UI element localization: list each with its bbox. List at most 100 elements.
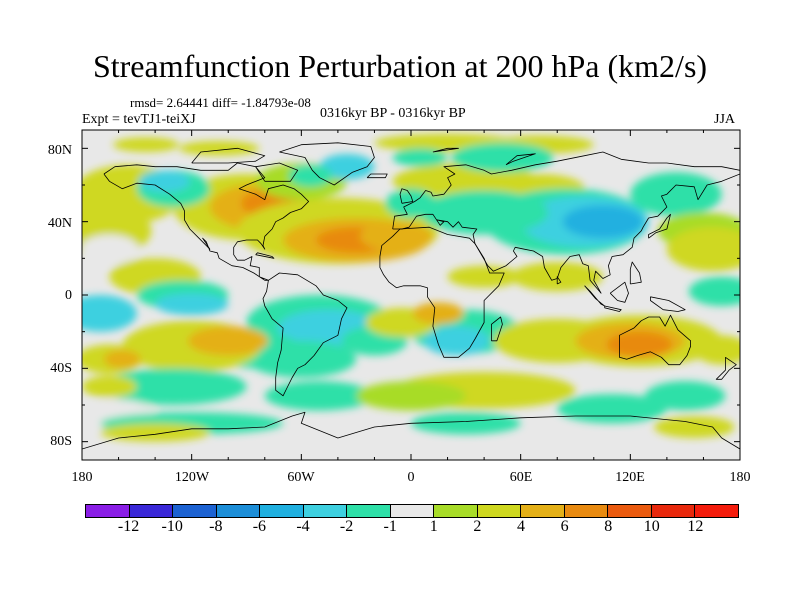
- coastline: [279, 142, 375, 186]
- field-patch: [644, 381, 726, 411]
- coastline: [629, 261, 642, 285]
- coastline: [505, 153, 536, 166]
- field-patch: [113, 137, 179, 153]
- lon-label-120e: 120E: [615, 470, 645, 485]
- colorbar-swatch: [695, 505, 739, 517]
- field-patch: [319, 153, 375, 180]
- colorbar-swatch: [477, 505, 522, 517]
- figure-title: Streamfunction Perturbation at 200 hPa (…: [92, 48, 708, 84]
- colorbar-swatch: [390, 505, 435, 517]
- field-patch: [178, 141, 260, 156]
- colorbar-swatch: [564, 505, 609, 517]
- field-patch: [411, 412, 521, 435]
- colorbar-label: 4: [517, 518, 525, 535]
- coastline: [392, 151, 740, 294]
- coastline: [191, 147, 266, 164]
- colorbar: [85, 504, 739, 518]
- experiment-label: Expt = tevTJ1-teiXJ: [82, 112, 196, 127]
- field-patch: [412, 302, 465, 325]
- lat-label-0: 0: [65, 288, 72, 303]
- field-patch: [420, 190, 549, 235]
- field-patch: [694, 335, 740, 365]
- lon-label-180w: 180: [71, 470, 93, 485]
- field-patch: [82, 175, 146, 213]
- field-patch: [100, 368, 247, 405]
- coastline: [366, 173, 388, 179]
- colorbar-label: -12: [117, 518, 140, 535]
- colorbar-swatch: [216, 505, 261, 517]
- lon-label-60w: 60W: [287, 470, 315, 485]
- field-patch: [288, 164, 333, 187]
- colorbar-swatch: [651, 505, 696, 517]
- colorbar-label: -6: [252, 518, 267, 535]
- field-patch: [103, 350, 141, 369]
- colorbar-label: -10: [161, 518, 183, 535]
- lon-label-180e: 180: [729, 470, 751, 485]
- colorbar-label: 10: [643, 518, 660, 535]
- coastline: [648, 213, 671, 239]
- field-patch: [447, 265, 521, 288]
- colorbar-label: 1: [429, 518, 438, 535]
- colorbar-swatch: [303, 505, 348, 517]
- colorbar-label: 6: [560, 518, 569, 535]
- coastline: [432, 147, 459, 153]
- lon-label-60e: 60E: [509, 470, 533, 485]
- coastline: [604, 305, 622, 312]
- colorbar-swatch: [173, 505, 217, 517]
- coastline: [490, 316, 503, 342]
- coastline: [399, 188, 414, 204]
- colorbar-label: -4: [296, 518, 310, 535]
- colorbar-swatch: [347, 505, 391, 517]
- coastline: [584, 285, 606, 307]
- colorbar-swatch: [85, 505, 130, 517]
- colorbar-swatch: [260, 505, 304, 517]
- season-label: JJA: [714, 112, 736, 127]
- lon-label-120w: 120W: [174, 470, 210, 485]
- field-patch: [82, 234, 139, 264]
- lat-label-40s: 40S: [50, 361, 72, 376]
- field-patch: [688, 276, 740, 306]
- coastline: [379, 226, 505, 358]
- coastline: [650, 296, 686, 312]
- field-patch: [666, 227, 740, 272]
- coastline: [262, 272, 348, 397]
- coastline: [82, 411, 740, 450]
- field-patch: [562, 205, 644, 239]
- field-patch: [654, 416, 735, 438]
- lat-label-80n: 80N: [47, 143, 72, 158]
- lon-label-0: 0: [407, 470, 415, 485]
- lat-label-80s: 80S: [50, 434, 72, 449]
- field-patch: [356, 381, 466, 411]
- field-patch: [630, 172, 722, 217]
- colorbar-label: 12: [687, 518, 704, 535]
- field-patch: [155, 293, 229, 316]
- field-patch: [246, 340, 357, 378]
- colorbar-label: 8: [604, 518, 613, 535]
- coastline: [103, 162, 310, 281]
- coastline: [556, 276, 562, 285]
- coastline: [255, 252, 275, 259]
- coastline: [255, 162, 299, 182]
- coastline: [715, 356, 737, 380]
- colorbar-swatch: [434, 505, 478, 517]
- field-patch: [359, 221, 433, 251]
- stats-text: rmsd= 2.64441 diff= -1.84793e-08: [130, 95, 311, 110]
- colorbar-label: -8: [209, 518, 223, 535]
- field-patch: [451, 142, 554, 173]
- field-patch: [264, 381, 375, 411]
- colorbar-swatch: [608, 505, 652, 517]
- field-patch: [138, 170, 190, 193]
- colorbar-swatch: [129, 505, 174, 517]
- lat-label-40n: 40N: [47, 216, 72, 231]
- colorbar-swatch: [521, 505, 565, 517]
- colorbar-label: -2: [339, 518, 354, 535]
- field-patch: [188, 326, 269, 356]
- coastline: [609, 281, 629, 303]
- coastline: [619, 314, 691, 366]
- field-patch: [82, 375, 137, 398]
- colorbar-label: -1: [383, 518, 397, 535]
- period-label: 0316kyr BP - 0316kyr BP: [320, 106, 466, 121]
- field-patch: [392, 148, 448, 167]
